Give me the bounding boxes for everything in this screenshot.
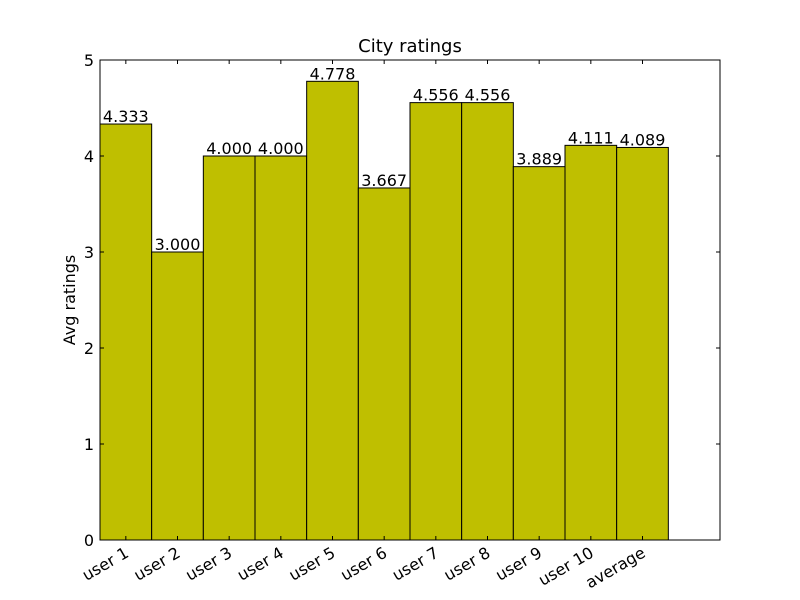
bars-layer — [99, 80, 669, 541]
value-labels-layer: 4.333 3.000 4.000 4.000 4.778 3.667 4.556 4.556… — [103, 64, 665, 254]
value-label-user-5: 4.778 — [310, 64, 356, 83]
bar-user-4 — [254, 155, 308, 541]
y-axis-label: Avg ratings — [60, 255, 79, 345]
x-tick-label-user-5: user 5 — [286, 543, 339, 585]
value-label-user-4: 4.000 — [258, 139, 304, 158]
bar-user-2 — [151, 251, 204, 541]
x-tick-label-user-4: user 4 — [234, 543, 287, 585]
value-label-user-7: 4.556 — [413, 86, 459, 105]
y-tick-label-5: 5 — [84, 51, 94, 70]
x-tick-label-user-7: user 7 — [389, 543, 442, 585]
bar-user-8 — [461, 102, 514, 541]
bar-average — [616, 146, 669, 541]
bar-user-10 — [564, 144, 618, 541]
bar-user-9 — [512, 166, 566, 541]
y-tick-label-4: 4 — [84, 147, 94, 166]
plot-frame — [99, 59, 721, 541]
value-label-user-10: 4.111 — [568, 128, 614, 147]
x-tick-label-user-8: user 8 — [441, 543, 494, 585]
value-label-user-9: 3.889 — [516, 150, 562, 169]
y-tick-label-1: 1 — [84, 435, 94, 454]
bar-user-5 — [306, 80, 359, 541]
x-tick-label-user-2: user 2 — [131, 543, 184, 585]
value-label-user-1: 4.333 — [103, 107, 149, 126]
chart-title: City ratings — [358, 36, 462, 57]
value-label-average: 4.089 — [620, 130, 666, 149]
y-tick-label-0: 0 — [84, 531, 94, 550]
x-tick-label-user-3: user 3 — [182, 543, 235, 585]
bar-user-3 — [202, 155, 256, 541]
y-tick-label-3: 3 — [84, 243, 94, 262]
value-label-user-6: 3.667 — [361, 171, 407, 190]
bar-user-6 — [357, 187, 411, 541]
bar-user-1 — [99, 123, 153, 541]
value-label-user-3: 4.000 — [206, 139, 252, 158]
value-label-user-8: 4.556 — [465, 86, 511, 105]
x-tick-label-user-6: user 6 — [337, 543, 390, 585]
value-label-user-2: 3.000 — [155, 235, 201, 254]
y-tick-label-2: 2 — [84, 339, 94, 358]
bar-user-7 — [409, 102, 463, 541]
x-tick-label-average: average — [582, 543, 648, 592]
